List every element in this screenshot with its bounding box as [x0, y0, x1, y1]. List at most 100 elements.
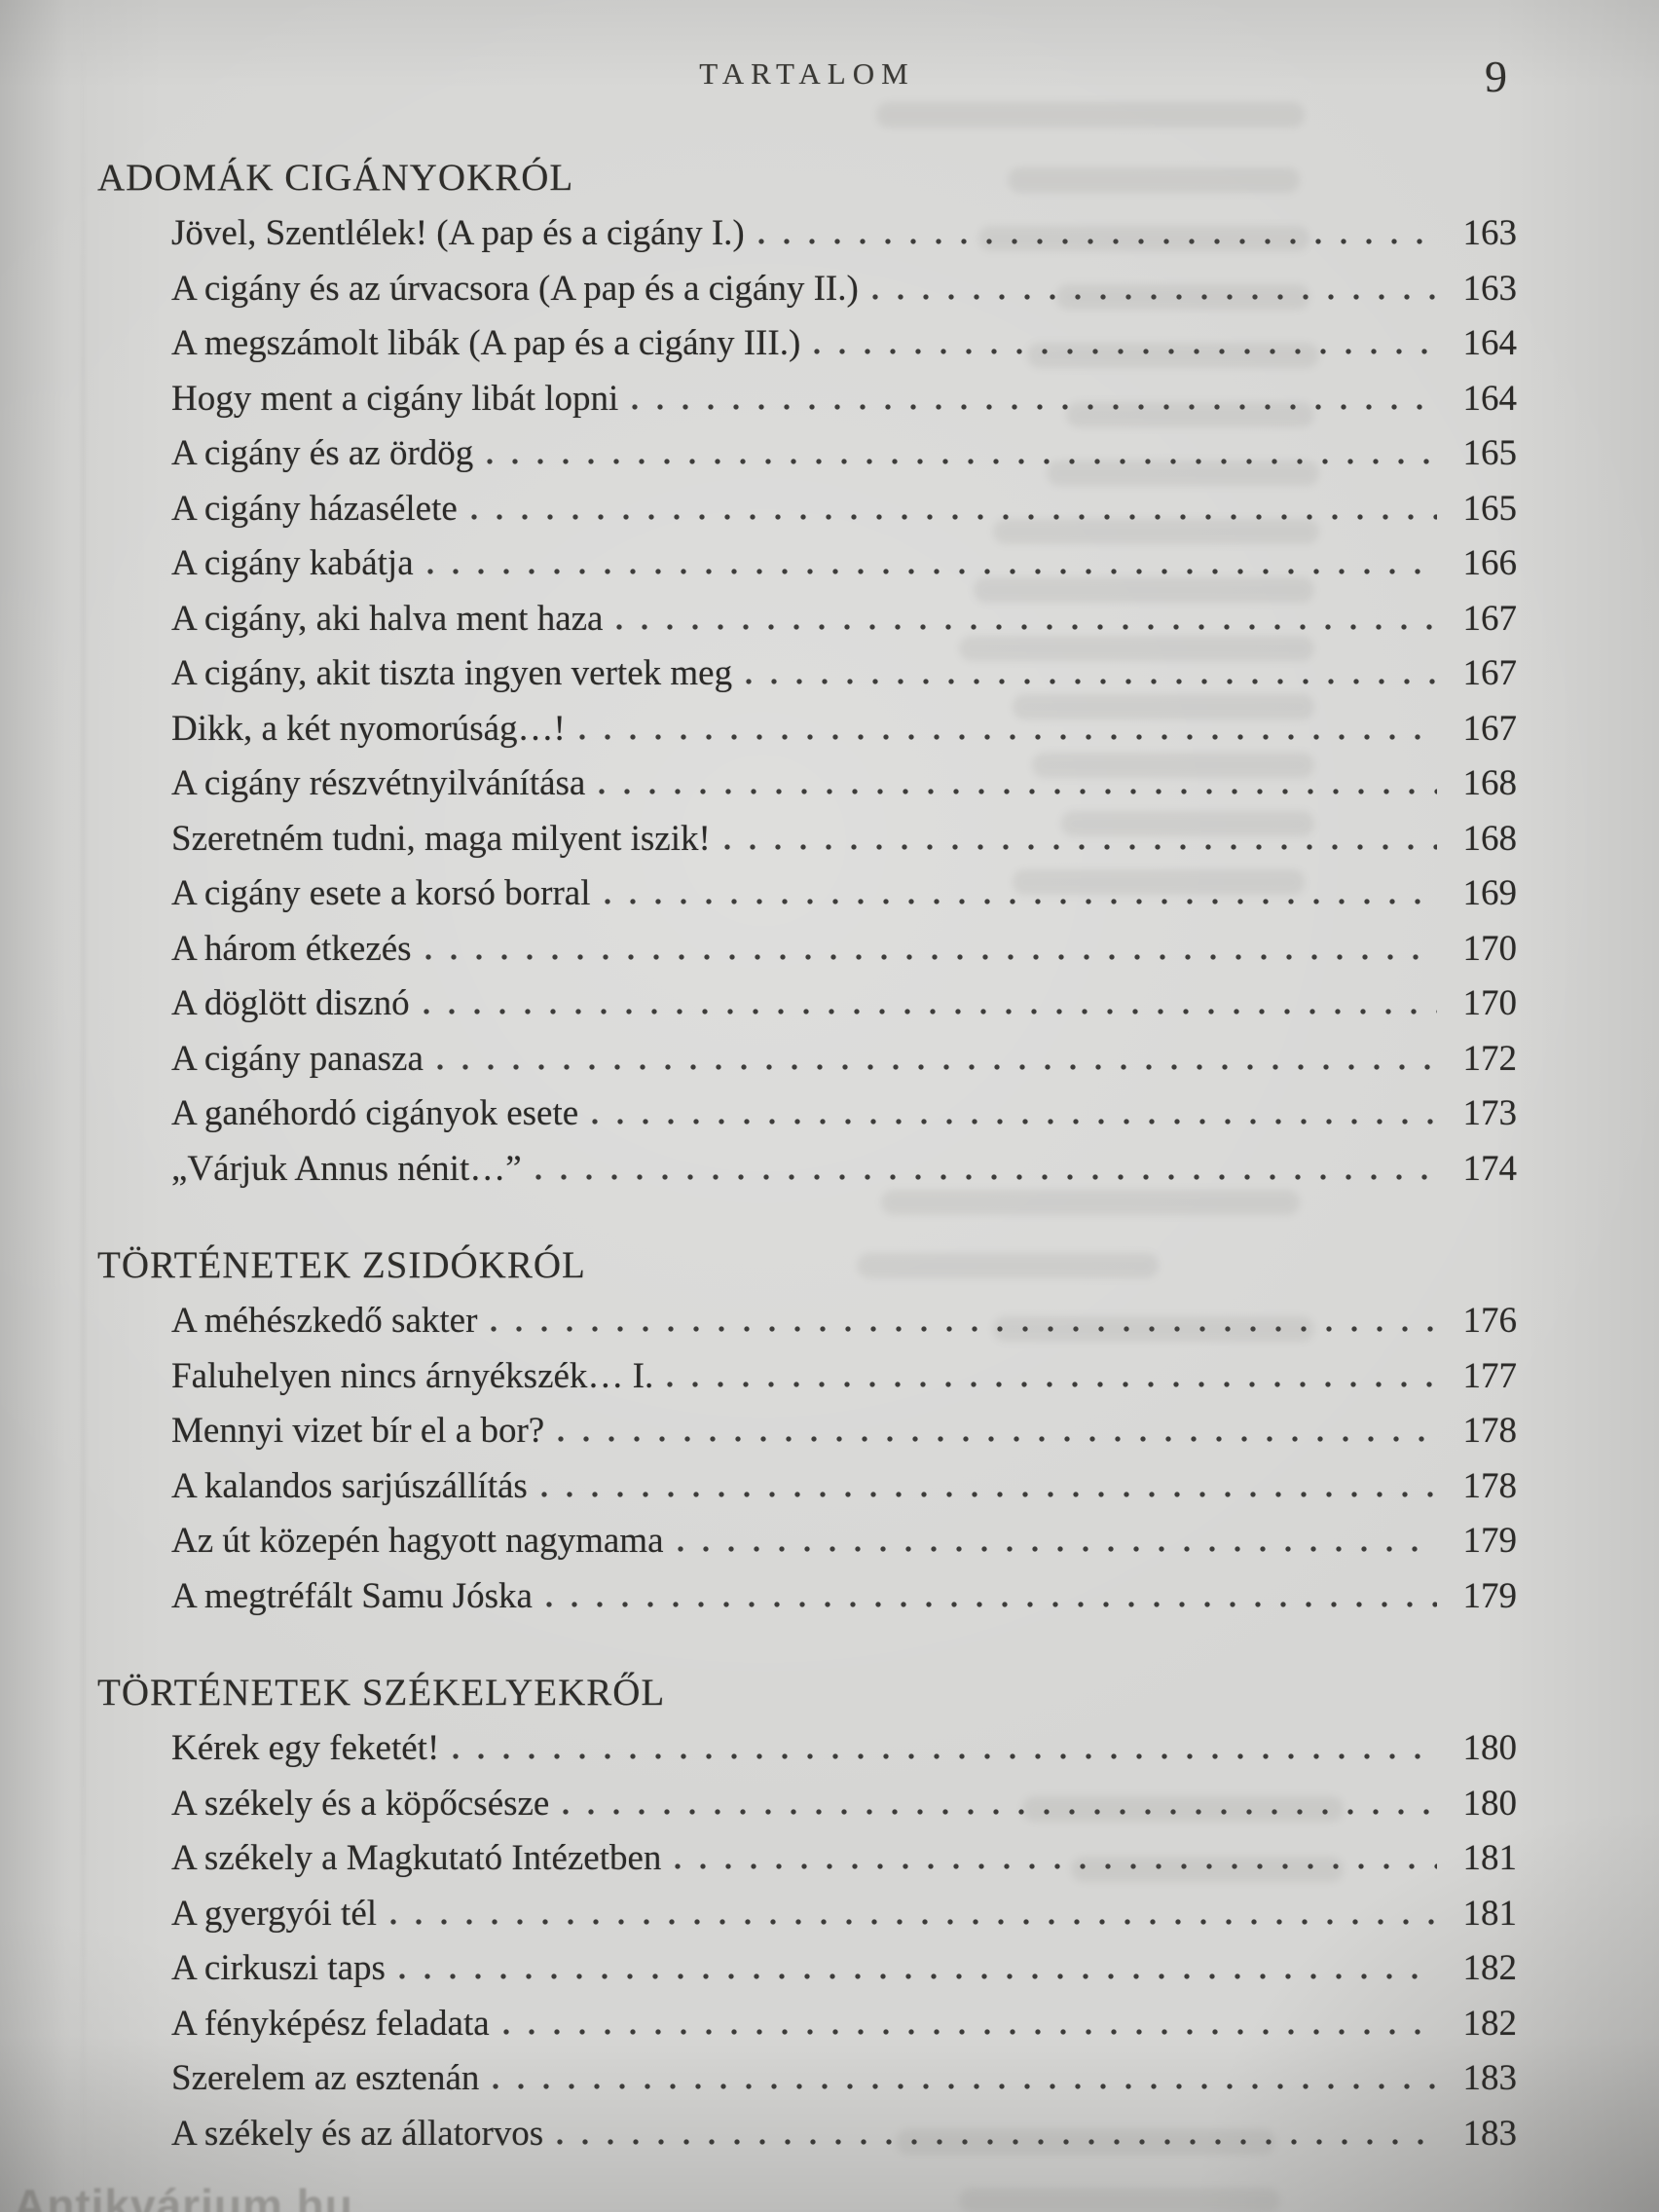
toc-entry-page-number: 179 [1462, 1521, 1518, 1561]
toc-entry: A gyergyói tél 181 [97, 1893, 1517, 1948]
toc-entry-title: A cigány kabátja [171, 543, 414, 583]
toc-entry: A döglött disznó 170 [97, 982, 1517, 1038]
toc-entry-title: Faluhelyen nincs árnyékszék… I. [171, 1355, 654, 1396]
toc-entries: Kérek egy feketét! 180 A székely és a kö… [97, 1727, 1517, 2167]
toc-entry: A cigány házasélete 165 [97, 488, 1517, 543]
dot-leader [558, 1436, 1437, 1442]
toc-entry-page-number: 181 [1462, 1893, 1518, 1934]
dot-leader [578, 733, 1437, 740]
toc-entry-page-number: 163 [1462, 213, 1518, 253]
toc-entry-title: Szeretném tudni, maga milyent iszik! [171, 818, 711, 859]
dot-leader [540, 1491, 1437, 1497]
toc-sections: ADOMÁK CIGÁNYOKRÓL Jövel, Szentlélek! (A… [97, 152, 1517, 2167]
toc-entry-page-number: 170 [1462, 928, 1518, 969]
dot-leader [491, 1326, 1437, 1332]
dot-leader [723, 843, 1437, 850]
toc-entry: A kalandos sarjúszállítás 178 [97, 1465, 1517, 1521]
toc-entry-page-number: 181 [1462, 1838, 1518, 1878]
dot-leader [814, 349, 1437, 354]
toc-entry-title: A cigány és az ördög [171, 433, 474, 473]
toc-entry-title: A székely és az állatorvos [171, 2113, 544, 2154]
dot-leader [563, 1808, 1437, 1815]
toc-entry-page-number: 180 [1462, 1783, 1518, 1824]
toc-entry: A cigány kabátja 166 [97, 542, 1517, 598]
page-header: TARTALOM 9 [97, 52, 1517, 101]
toc-entry-page-number: 167 [1462, 598, 1518, 639]
dot-leader [424, 953, 1437, 960]
toc-entry-page-number: 170 [1462, 983, 1518, 1023]
toc-entry-page-number: 164 [1462, 378, 1518, 419]
dot-leader [667, 1381, 1437, 1387]
toc-entry-page-number: 169 [1462, 873, 1518, 913]
toc-entry: Kérek egy feketét! 180 [97, 1727, 1517, 1783]
dot-leader [436, 1063, 1437, 1070]
toc-entry-title: A kalandos sarjúszállítás [171, 1465, 528, 1506]
toc-section: TÖRTÉNETEK ZSIDÓKRÓL A méhészkedő sakter… [97, 1239, 1517, 1630]
dot-leader [675, 1863, 1437, 1869]
toc-entry-title: A cigány, akit tiszta ingyen vertek meg [171, 653, 733, 693]
bleed-through-smudge [959, 2188, 1280, 2212]
toc-entry: A cigány részvétnyilvánítása 168 [97, 762, 1517, 818]
toc-entry-page-number: 179 [1462, 1575, 1518, 1616]
toc-entry-page-number: 177 [1462, 1355, 1518, 1396]
dot-leader [535, 1173, 1437, 1180]
toc-content: TARTALOM 9 ADOMÁK CIGÁNYOKRÓL Jövel, Sze… [97, 0, 1517, 2167]
toc-entry: A cigány esete a korsó borral 169 [97, 872, 1517, 928]
dot-leader [557, 2138, 1437, 2145]
dot-leader [757, 239, 1437, 244]
toc-entry: A méhészkedő sakter 176 [97, 1300, 1517, 1355]
dot-leader [677, 1546, 1437, 1552]
toc-entry: A cigány és az ördög 165 [97, 432, 1517, 488]
toc-entry-title: A cigány esete a korsó borral [171, 873, 591, 913]
toc-entry-title: A döglött disznó [171, 983, 410, 1023]
toc-entry-page-number: 168 [1462, 818, 1518, 859]
toc-section: ADOMÁK CIGÁNYOKRÓL Jövel, Szentlélek! (A… [97, 152, 1517, 1202]
toc-entry-title: A székely és a köpőcsésze [171, 1783, 550, 1824]
toc-entry: A három étkezés 170 [97, 928, 1517, 983]
toc-entry-title: Kérek egy feketét! [171, 1728, 440, 1768]
toc-entry-page-number: 178 [1462, 1411, 1518, 1451]
page-header-title: TARTALOM [699, 56, 915, 91]
toc-entries: A méhészkedő sakter 176 Faluhelyen nincs… [97, 1300, 1517, 1630]
toc-entry-title: A gyergyói tél [171, 1893, 378, 1934]
toc-entry-title: Szerelem az esztenán [171, 2058, 480, 2098]
toc-entry: Mennyi vizet bír el a bor? 178 [97, 1410, 1517, 1465]
toc-entry: Az út közepén hagyott nagymama 179 [97, 1520, 1517, 1575]
toc-entry: Dikk, a két nyomorúság…! 167 [97, 708, 1517, 763]
toc-entry-title: A cigány és az úrvacsora (A pap és a cig… [171, 268, 859, 309]
toc-entry: A cigány és az úrvacsora (A pap és a cig… [97, 268, 1517, 323]
toc-entry-page-number: 178 [1462, 1465, 1518, 1506]
dot-leader [871, 293, 1437, 300]
dot-leader [746, 679, 1437, 684]
toc-entry-page-number: 168 [1462, 763, 1518, 803]
dot-leader [487, 459, 1437, 464]
dot-leader [493, 2083, 1437, 2089]
dot-leader [632, 403, 1437, 410]
toc-entry-title: „Várjuk Annus nénit…” [171, 1148, 522, 1189]
dot-leader [604, 899, 1437, 904]
toc-entry-title: Mennyi vizet bír el a bor? [171, 1411, 545, 1451]
dot-leader [390, 1918, 1437, 1925]
toc-entry-page-number: 182 [1462, 2003, 1518, 2044]
toc-entry-page-number: 173 [1462, 1093, 1518, 1133]
toc-entry: Szerelem az esztenán 183 [97, 2057, 1517, 2113]
toc-entry-title: A cigány, aki halva ment haza [171, 598, 604, 639]
toc-entry-page-number: 166 [1462, 543, 1518, 583]
dot-leader [616, 623, 1437, 630]
toc-entry: Jövel, Szentlélek! (A pap és a cigány I.… [97, 212, 1517, 268]
toc-section-heading: TÖRTÉNETEK ZSIDÓKRÓL [97, 1244, 586, 1286]
toc-entry-page-number: 165 [1462, 433, 1518, 473]
toc-entry: Hogy ment a cigány libát lopni 164 [97, 378, 1517, 433]
toc-entry-page-number: 180 [1462, 1728, 1518, 1768]
dot-leader [545, 1601, 1437, 1607]
toc-entry-page-number: 176 [1462, 1301, 1518, 1341]
dot-leader [599, 789, 1437, 794]
toc-entry-page-number: 167 [1462, 708, 1518, 749]
toc-entry: A fényképész feladata 182 [97, 2003, 1517, 2058]
toc-entry-page-number: 174 [1462, 1148, 1518, 1189]
toc-entry: A megszámolt libák (A pap és a cigány II… [97, 322, 1517, 378]
toc-entry: A cirkuszi taps 182 [97, 1947, 1517, 2003]
toc-entry-page-number: 163 [1462, 268, 1518, 309]
toc-entry-title: A megszámolt libák (A pap és a cigány II… [171, 323, 801, 363]
